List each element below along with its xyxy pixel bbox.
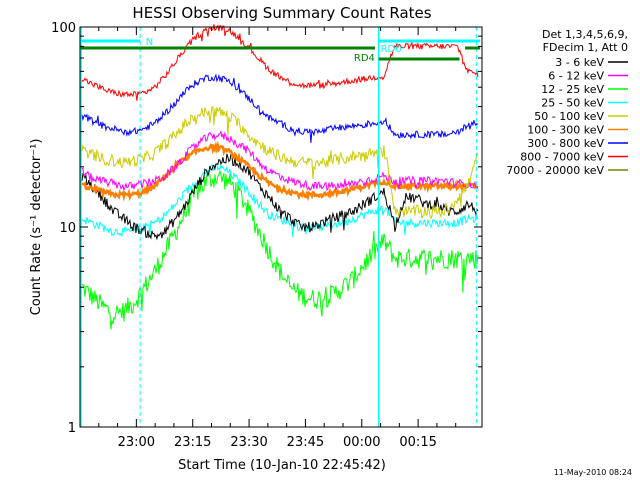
legend-entry-label: 6 - 12 keV [548,70,604,83]
y-axis-ticks: 1 10 100 [51,21,482,436]
series-line [81,153,479,241]
legend-entry-label: 3 - 6 keV [555,56,604,69]
series-line [81,129,479,192]
series-line [81,140,479,202]
legend-entry-label: 7000 - 20000 keV [506,164,604,177]
legend-header: Det 1,3,4,5,6,9, [542,28,628,41]
marker-label: N [146,37,153,48]
series-line [81,163,479,238]
attenuator-markers: N RD0 RD4 [80,27,481,427]
legend-entry-label: 50 - 100 keV [534,110,604,123]
chart-title: HESSI Observing Summary Count Rates [132,4,431,22]
x-tick-label: 23:00 [118,435,155,450]
legend-entry-label: 12 - 25 keV [541,83,604,96]
x-axis-label: Start Time (10-Jan-10 22:45:42) [178,458,386,473]
marker-label: RD4 [354,53,375,64]
y-tick-label: 1 [68,421,76,436]
series-line [81,73,479,143]
legend-entry-label: 300 - 800 keV [527,137,604,150]
series-line [81,170,479,330]
x-tick-label: 23:15 [174,435,211,450]
y-axis-label: Count Rate (s⁻¹ detector⁻¹) [29,139,44,316]
legend: Det 1,3,4,5,6,9,FDecim 1, Att 0 3 - 6 keV… [506,28,628,177]
legend-entry-label: 100 - 300 keV [527,124,604,137]
series-traces [81,24,479,330]
marker-label: RD0 [381,44,402,55]
footer-timestamp: 11-May-2010 08:24 [554,468,632,477]
series-line [81,24,479,101]
x-axis-ticks: 23:00 23:15 23:30 23:45 00:00 00:15 [98,27,457,450]
series-line [81,106,479,220]
y-tick-label: 100 [51,21,76,36]
x-tick-label: 23:45 [287,435,324,450]
legend-header: FDecim 1, Att 0 [543,41,628,54]
x-tick-label: 00:15 [399,435,436,450]
legend-entry-label: 25 - 50 keV [541,97,604,110]
y-tick-label: 10 [59,221,76,236]
x-tick-label: 00:00 [343,435,380,450]
legend-entry-label: 800 - 7000 keV [520,151,604,164]
x-tick-label: 23:30 [230,435,267,450]
